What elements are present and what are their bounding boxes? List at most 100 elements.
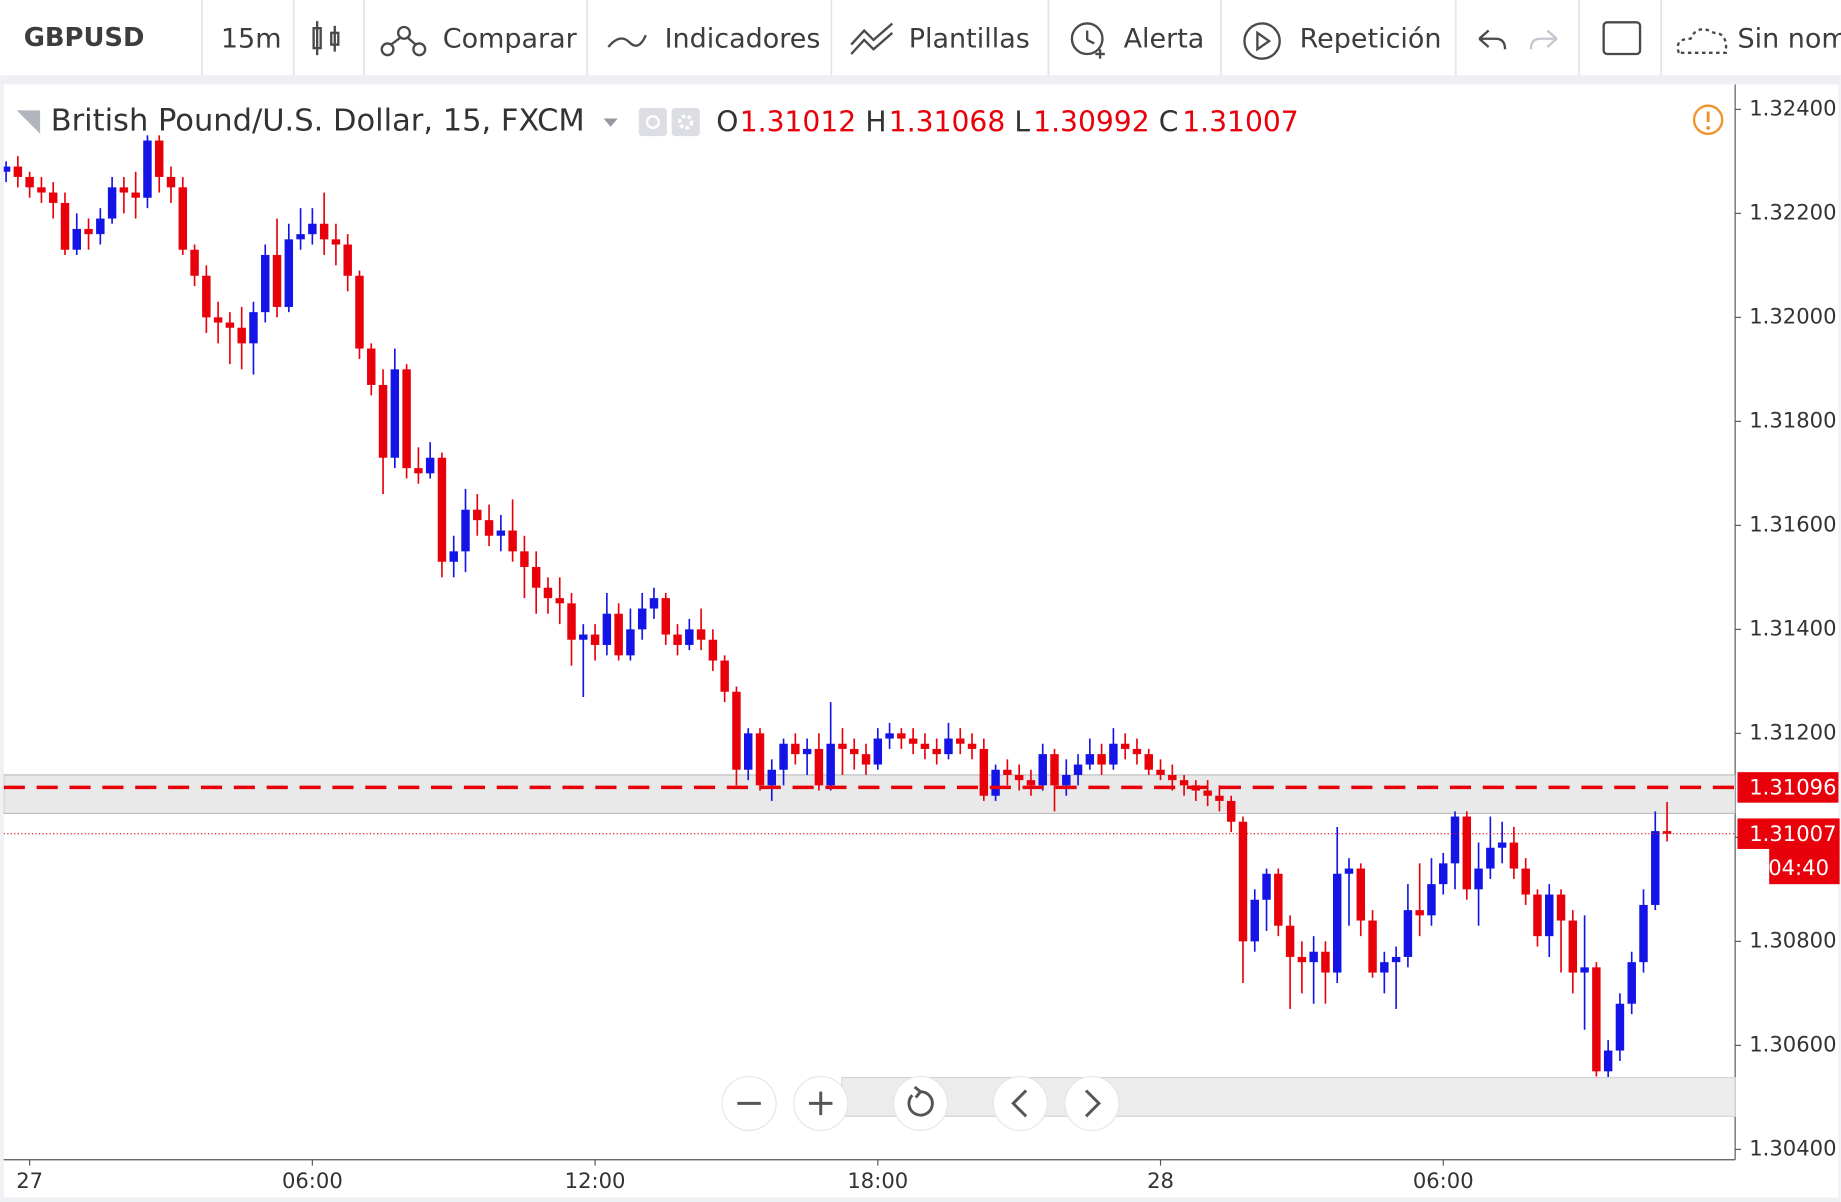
candle-body <box>1073 764 1083 775</box>
candle-body <box>1226 800 1236 822</box>
candle-body <box>1368 920 1377 973</box>
candle-body <box>1639 904 1648 963</box>
candle-body <box>1462 816 1472 890</box>
y-tick-label: 1.32200 <box>1749 199 1836 224</box>
candle-body <box>119 187 129 193</box>
templates-icon[interactable] <box>850 22 894 55</box>
candle-body <box>590 634 600 645</box>
candle-body <box>202 275 211 318</box>
legend: British Pound/U.S. Dollar, 15, FXCM O 1.… <box>16 104 1724 139</box>
candle-body <box>1050 754 1059 786</box>
legend-caret[interactable] <box>603 118 618 127</box>
candle-body <box>225 322 235 328</box>
candle-type-icon[interactable] <box>312 21 340 56</box>
candle-body <box>1380 962 1389 973</box>
toolbar-item[interactable]: Indicadores <box>665 23 821 54</box>
candle-body <box>814 748 824 786</box>
candle-body <box>1662 831 1672 834</box>
candle-body <box>543 587 553 599</box>
highlight-band <box>3 774 1736 815</box>
y-tick-label: 1.31800 <box>1749 407 1836 432</box>
candle-body <box>319 223 329 240</box>
scroll-right-button[interactable] <box>1064 1075 1120 1131</box>
candle-body <box>885 733 894 739</box>
replay-icon[interactable] <box>1243 22 1281 60</box>
chart-title[interactable]: British Pound/U.S. Dollar, 15, FXCM <box>51 104 585 139</box>
candle-body <box>331 239 341 245</box>
candle-body <box>1014 774 1024 781</box>
candle-body <box>284 239 294 307</box>
interval[interactable]: 15m <box>221 23 282 54</box>
candle-body <box>272 254 282 307</box>
candle-body <box>1297 956 1307 963</box>
candle-body <box>155 140 164 177</box>
candle-body <box>1403 910 1413 957</box>
symbol[interactable]: GBPUSD <box>24 23 145 53</box>
y-tick-label: 1.31400 <box>1749 615 1836 640</box>
x-tick-label: 28 <box>1147 1168 1174 1193</box>
candle-body <box>1120 743 1130 749</box>
candle-body <box>531 566 541 588</box>
candle-body <box>1274 873 1283 926</box>
settings-button[interactable] <box>671 107 700 137</box>
candle-body <box>1615 1003 1625 1051</box>
redo-icon[interactable] <box>1529 29 1558 50</box>
candle-body <box>355 275 364 349</box>
ohlc-label: C <box>1159 105 1179 138</box>
candle-body <box>1592 967 1601 1072</box>
candle-body <box>826 743 835 786</box>
candle-body <box>661 598 670 635</box>
horizontal-line-label: 1.31096 <box>1749 775 1836 800</box>
candle-body <box>1132 748 1142 755</box>
candle-body <box>649 598 659 609</box>
eye-button[interactable] <box>638 107 667 137</box>
scroll-left-button[interactable] <box>992 1075 1048 1131</box>
candle-body <box>437 457 447 562</box>
cloud-icon[interactable] <box>1676 28 1728 54</box>
candle-body <box>1391 956 1401 963</box>
candle-body <box>1003 769 1012 775</box>
candle-body <box>1097 754 1106 765</box>
candle-body <box>37 187 46 193</box>
candle-body <box>496 530 506 536</box>
indicators-icon[interactable] <box>607 34 647 48</box>
candle-body <box>343 244 352 276</box>
nav-buttons <box>721 1075 1120 1131</box>
candle-body <box>897 733 906 739</box>
candle-body <box>956 738 965 744</box>
fullscreen-icon[interactable] <box>1602 21 1642 56</box>
candle-body <box>567 603 576 640</box>
y-tick-label: 1.30400 <box>1749 1135 1836 1160</box>
scroll-right-icon <box>1084 1089 1101 1118</box>
candle-body <box>190 249 199 276</box>
y-tick-label: 1.30800 <box>1749 927 1836 952</box>
toolbar-item[interactable]: Sin nom <box>1737 23 1841 54</box>
candle-body <box>213 317 223 323</box>
countdown: 04:40 <box>1768 855 1829 880</box>
alert-icon[interactable] <box>1070 22 1105 59</box>
warning-icon[interactable] <box>1692 104 1724 135</box>
candle-body <box>1486 847 1495 869</box>
x-tick-label: 18:00 <box>847 1168 908 1193</box>
ohlc-value: 1.31068 <box>889 105 1005 138</box>
toolbar-item[interactable]: Comparar <box>443 23 578 54</box>
candle-body <box>96 218 105 235</box>
candle-body <box>743 733 753 770</box>
undo-icon[interactable] <box>1478 29 1507 50</box>
candle-body <box>685 629 694 645</box>
candle-body <box>791 743 800 755</box>
compare-icon[interactable] <box>380 25 427 57</box>
candle-body <box>308 223 317 235</box>
candle-body <box>131 192 140 198</box>
scroll-bar[interactable] <box>841 1076 1736 1117</box>
toolbar-item[interactable]: Plantillas <box>909 23 1030 54</box>
candle-body <box>414 468 423 474</box>
candle-body <box>461 509 470 552</box>
warning-dot <box>1706 126 1711 130</box>
x-tick-label: 27 <box>16 1168 43 1193</box>
reset-button[interactable] <box>892 1075 949 1131</box>
candle-body <box>626 629 635 656</box>
toolbar-item[interactable]: Repetición <box>1300 23 1442 54</box>
toolbar-item[interactable]: Alerta <box>1124 23 1205 54</box>
